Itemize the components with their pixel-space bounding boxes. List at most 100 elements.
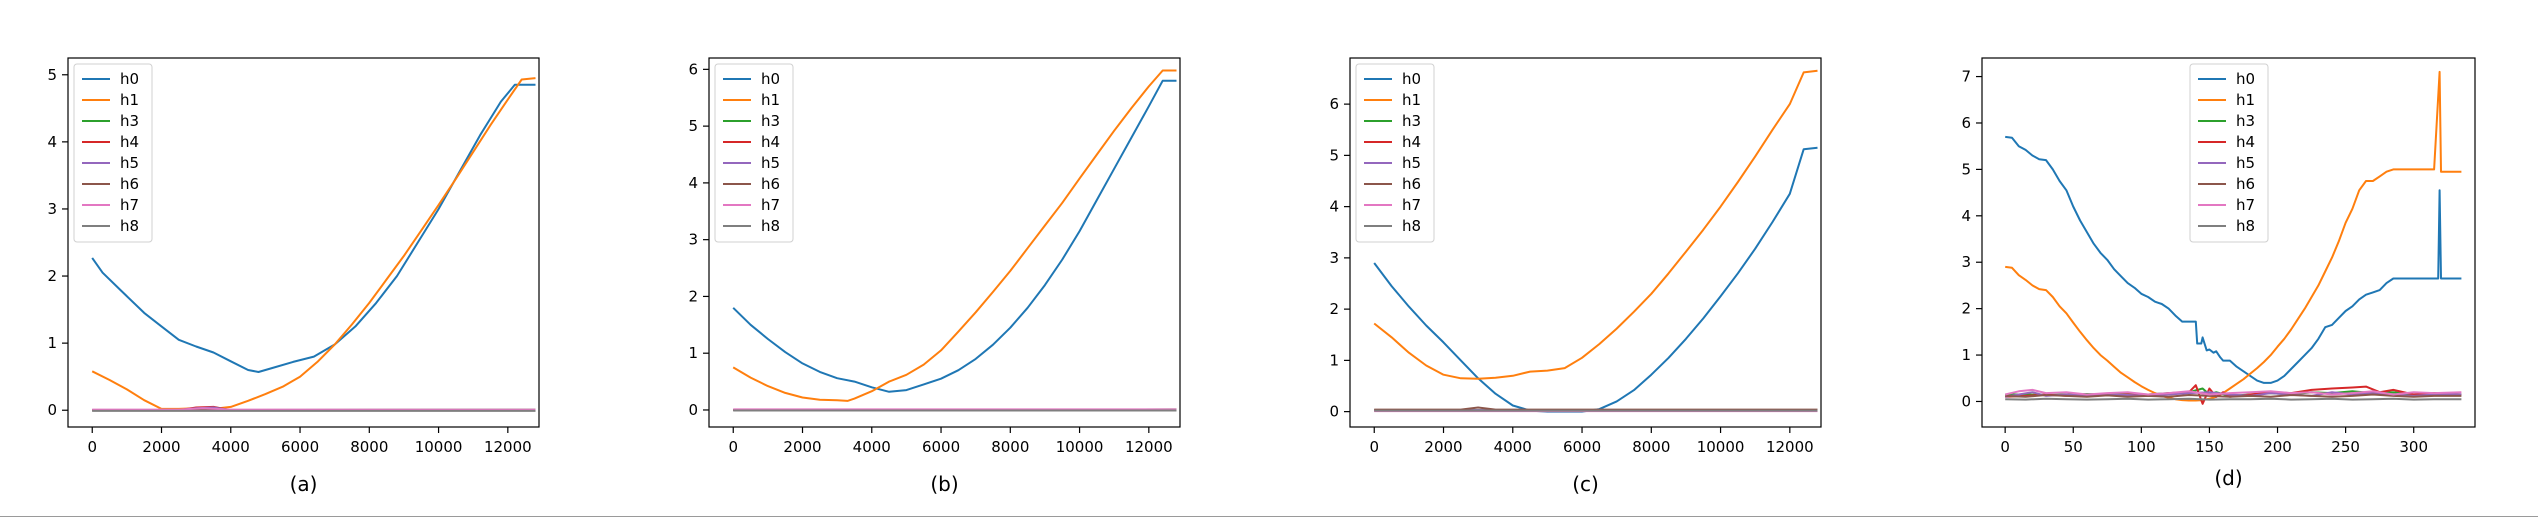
series-line-h7 [2004,388,2462,396]
x-tick-label: 8000 [350,438,388,456]
y-tick-label: 3 [1961,253,1971,271]
x-tick-label: 12000 [484,438,532,456]
series-line-h0 [2005,135,2462,384]
legend-label-h0: h0 [761,70,780,88]
x-tick-label: 200 [2263,438,2292,456]
legend-label-h4: h4 [2236,133,2255,151]
legend-label-h6: h6 [1402,175,1421,193]
x-tick-label: 8000 [1632,438,1670,456]
axes-frame [708,57,1181,428]
series-group [732,69,1177,412]
x-tick-label: 10000 [1697,438,1745,456]
y-tick-label: 0 [1961,392,1971,410]
x-tick-label: 300 [2399,438,2428,456]
legend: h0 h1 h3 h4 h5 h6 h7 h8 [2189,63,2269,243]
legend-label-h5: h5 [1402,154,1421,172]
legend-label-h5: h5 [2236,154,2255,172]
series-line-h8 [2005,397,2462,401]
legend: h0 h1 h3 h4 h5 h6 h7 h8 [73,63,153,243]
x-tick-label: 4000 [212,438,250,456]
legend-label-h8: h8 [1402,217,1421,235]
x-tick-label: 0 [728,438,738,456]
legend: h0 h1 h3 h4 h5 h6 h7 h8 [1355,63,1435,243]
x-tick-label: 100 [2127,438,2156,456]
x-tick-label: 4000 [1494,438,1532,456]
x-tick-label: 2000 [1424,438,1462,456]
x-tick-label: 12000 [1125,438,1173,456]
y-tick-label: 2 [47,267,57,285]
series-line-h1 [1373,69,1818,380]
x-tick-label: 12000 [1766,438,1814,456]
legend-label-h5: h5 [761,154,780,172]
series-line-h1 [91,77,536,410]
legend-label-h7: h7 [761,196,780,214]
x-tick-label: 8000 [991,438,1029,456]
y-tick-label: 5 [47,66,57,84]
y-tick-label: 0 [47,401,57,419]
legend-label-h5: h5 [120,154,139,172]
legend-label-h8: h8 [761,217,780,235]
chart-panel-4: 0 50 100 150 200 250 300 0 1 2 3 4 5 6 7 h0 h1 h3 h4 h5 h6 h7… [1961,57,2476,490]
y-tick-label: 4 [47,133,57,151]
y-tick-label: 4 [688,174,698,192]
x-tick-label: 2000 [142,438,180,456]
series-group [91,77,536,412]
legend-box [714,63,794,243]
x-tick-label: 0 [87,438,97,456]
x-tick-label: 10000 [415,438,463,456]
legend-label-h8: h8 [120,217,139,235]
series-line-h6 [2005,393,2462,398]
legend-label-h1: h1 [2236,91,2255,109]
legend-label-h3: h3 [2236,112,2255,130]
y-tick-label: 2 [688,287,698,305]
x-tick-label: 50 [2064,438,2083,456]
series-group [2004,70,2462,405]
legend-box [2189,63,2269,243]
y-tick-label: 1 [47,334,57,352]
series-line-h1 [2005,70,2462,402]
panel-caption: (a) [290,472,318,496]
legend: h0 h1 h3 h4 h5 h6 h7 h8 [714,63,794,243]
legend-label-h7: h7 [120,196,139,214]
panel-caption: (d) [2214,466,2242,490]
series-line-h0 [732,79,1177,393]
legend-label-h3: h3 [761,112,780,130]
legend-label-h4: h4 [761,133,780,151]
x-tick-label: 10000 [1056,438,1104,456]
x-tick-label: 6000 [922,438,960,456]
legend-label-h6: h6 [120,175,139,193]
x-tick-label: 0 [1369,438,1379,456]
axes-frame [1981,57,2476,428]
x-tick-label: 0 [2000,438,2010,456]
y-tick-label: 7 [1961,68,1971,86]
legend-label-h3: h3 [1402,112,1421,130]
y-tick-label: 2 [1961,300,1971,318]
series-line-h6 [1374,406,1818,411]
legend-label-h1: h1 [1402,91,1421,109]
legend-label-h3: h3 [120,112,139,130]
y-tick-label: 6 [1329,95,1339,113]
legend-label-h6: h6 [2236,175,2255,193]
y-tick-label: 2 [1329,300,1339,318]
y-tick-label: 3 [688,231,698,249]
legend-label-h7: h7 [1402,196,1421,214]
x-tick-label: 6000 [281,438,319,456]
chart-panel-2: 0 2000 4000 6000 8000 10000 12000 0 1 2 3 4 5 6 h0 h1 h3… [688,57,1181,496]
chart-panel-3: 0 2000 4000 6000 8000 10000 12000 0 1 2 3 4 5 6 h0 h1 h3… [1329,57,1822,496]
y-tick-label: 4 [1961,207,1971,225]
panel-caption: (c) [1572,472,1599,496]
legend-label-h4: h4 [120,133,139,151]
y-tick-label: 4 [1329,198,1339,216]
series-line-h7 [92,407,536,411]
legend-label-h1: h1 [120,91,139,109]
series-group [1373,69,1818,413]
y-tick-label: 3 [47,200,57,218]
y-tick-label: 1 [688,344,698,362]
y-tick-label: 5 [1329,146,1339,164]
y-tick-label: 0 [688,401,698,419]
legend-box [73,63,153,243]
legend-label-h4: h4 [1402,133,1421,151]
legend-label-h8: h8 [2236,217,2255,235]
x-tick-label: 6000 [1563,438,1601,456]
